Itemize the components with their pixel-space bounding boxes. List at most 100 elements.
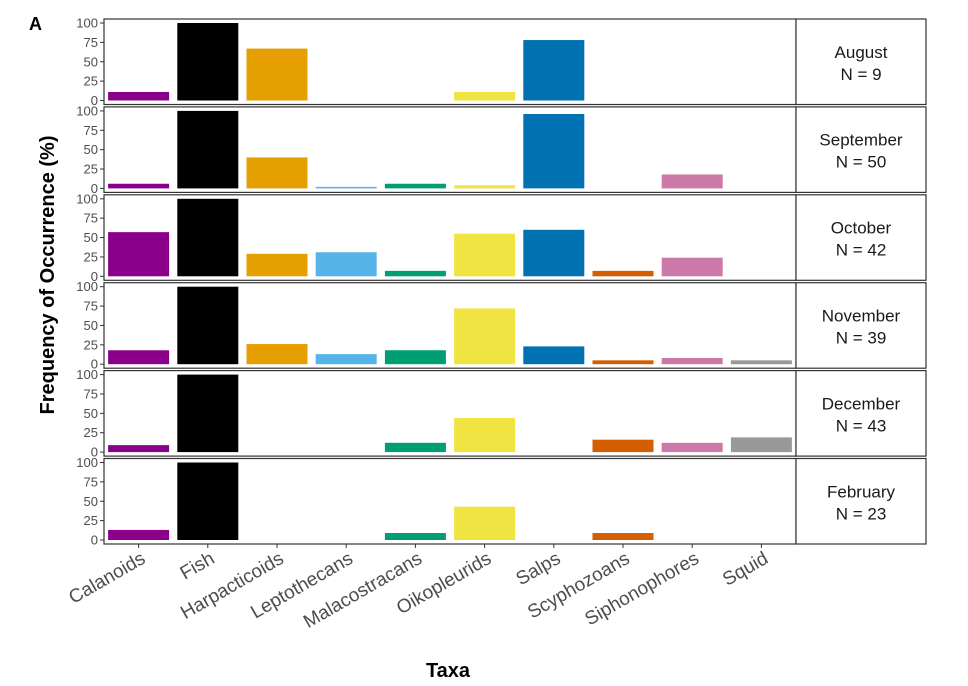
bar-november-scyphozoans (592, 360, 654, 365)
facet-panel-september: 0 25 50 75 100 September N = 50 (76, 103, 927, 196)
bar-february-calanoids (108, 529, 170, 540)
y-tick-label: 50 (84, 142, 98, 157)
facet-strip (795, 370, 927, 457)
bar-november-salps (523, 346, 585, 365)
x-tick-label-squid: Squid (719, 548, 772, 590)
y-tick-label: 0 (91, 269, 98, 284)
facet-n-label: N = 23 (836, 504, 887, 523)
y-tick-label: 75 (84, 299, 98, 314)
bar-september-malacostracans (384, 183, 446, 189)
bar-august-salps (523, 40, 585, 101)
y-tick-label: 25 (84, 74, 98, 89)
x-tick-label-malacostracans: Malacostracans (300, 548, 426, 633)
panel-label: A (29, 14, 42, 34)
bar-october-calanoids (108, 232, 170, 277)
x-tick-label-calanoids: Calanoids (65, 548, 149, 608)
facet-panel-december: 0 25 50 75 100 December N = 43 (76, 367, 927, 460)
x-tick-label-fish: Fish (177, 548, 219, 584)
y-tick-label: 0 (91, 445, 98, 460)
y-tick-label: 75 (84, 123, 98, 138)
y-tick-label: 0 (91, 533, 98, 548)
y-tick-label: 100 (76, 455, 98, 470)
y-tick-label: 50 (84, 230, 98, 245)
bar-september-harpacticoids (246, 157, 308, 189)
bar-november-siphonophores (661, 358, 723, 365)
bar-february-fish (177, 462, 239, 540)
y-tick-label: 100 (76, 103, 98, 118)
y-tick-label: 0 (91, 181, 98, 196)
y-tick-label: 100 (76, 279, 98, 294)
facet-month-label: August (835, 43, 888, 62)
bar-september-salps (523, 114, 585, 189)
bar-september-leptothecans (315, 186, 377, 189)
bar-october-siphonophores (661, 257, 723, 277)
facet-n-label: N = 50 (836, 153, 887, 172)
facet-month-label: October (831, 219, 892, 238)
y-tick-label: 50 (84, 54, 98, 69)
bar-october-malacostracans (384, 270, 446, 277)
facet-strip (795, 18, 927, 106)
y-tick-label: 25 (84, 425, 98, 440)
facet-panel-october: 0 25 50 75 100 October N = 42 (76, 191, 927, 284)
bar-november-fish (177, 286, 239, 365)
y-tick-label: 75 (84, 474, 98, 489)
y-tick-label: 25 (84, 337, 98, 352)
y-tick-label: 50 (84, 318, 98, 333)
bar-december-oikopleurids (454, 418, 516, 453)
facet-month-label: December (822, 394, 901, 413)
bar-october-fish (177, 198, 239, 277)
bar-november-malacostracans (384, 350, 446, 365)
facet-n-label: N = 9 (840, 65, 881, 84)
bar-october-salps (523, 229, 585, 277)
y-tick-label: 25 (84, 162, 98, 177)
facet-n-label: N = 42 (836, 241, 887, 260)
y-tick-label: 0 (91, 357, 98, 372)
bar-december-fish (177, 374, 239, 453)
x-tick-label-salps: Salps (513, 548, 565, 590)
bar-november-leptothecans (315, 354, 377, 365)
y-tick-label: 25 (84, 513, 98, 528)
y-tick-label: 75 (84, 211, 98, 226)
bar-february-oikopleurids (454, 506, 516, 540)
bar-october-harpacticoids (246, 253, 308, 277)
facet-strip (795, 457, 927, 545)
bar-august-fish (177, 23, 239, 101)
y-tick-label: 50 (84, 494, 98, 509)
bar-december-malacostracans (384, 442, 446, 453)
bar-december-squid (730, 437, 792, 453)
facet-n-label: N = 43 (836, 416, 887, 435)
bar-september-oikopleurids (454, 185, 516, 189)
bar-november-calanoids (108, 350, 170, 365)
y-tick-label: 100 (76, 16, 98, 31)
bar-december-siphonophores (661, 442, 723, 453)
bar-february-malacostracans (384, 533, 446, 540)
bar-september-calanoids (108, 183, 170, 189)
bar-august-oikopleurids (454, 91, 516, 101)
y-tick-label: 75 (84, 35, 98, 50)
bar-october-leptothecans (315, 252, 377, 277)
bar-november-oikopleurids (454, 308, 516, 365)
facet-month-label: November (822, 306, 901, 325)
bar-august-calanoids (108, 91, 170, 101)
bar-september-fish (177, 110, 239, 189)
y-tick-label: 100 (76, 191, 98, 206)
bar-october-scyphozoans (592, 270, 654, 277)
facet-strip (795, 194, 927, 281)
facet-month-label: September (819, 131, 902, 150)
facets-group: 0 25 50 75 100 August N = 9 0 25 50 75 100 September… (76, 16, 927, 548)
bar-october-oikopleurids (454, 233, 516, 277)
bar-december-calanoids (108, 445, 170, 453)
y-tick-label: 75 (84, 386, 98, 401)
facet-strip (795, 282, 927, 369)
bar-november-squid (730, 360, 792, 365)
y-tick-label: 100 (76, 367, 98, 382)
facet-panel-november: 0 25 50 75 100 November N = 39 (76, 279, 927, 372)
y-axis-title: Frequency of Occurrence (%) (37, 136, 59, 415)
y-tick-label: 50 (84, 406, 98, 421)
bar-november-harpacticoids (246, 344, 308, 365)
facet-strip (795, 106, 927, 194)
y-tick-label: 25 (84, 249, 98, 264)
bar-february-scyphozoans (592, 533, 654, 540)
facet-month-label: February (827, 482, 896, 501)
